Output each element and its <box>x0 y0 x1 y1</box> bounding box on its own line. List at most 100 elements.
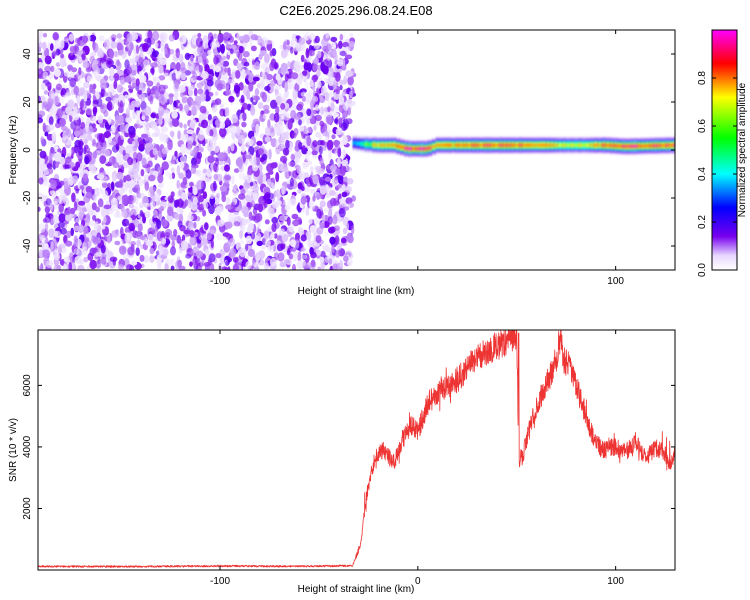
noise-blob <box>263 262 270 270</box>
noise-blob <box>149 247 154 255</box>
band-cell <box>534 144 539 147</box>
noise-blob <box>260 85 265 92</box>
noise-blob <box>279 261 287 268</box>
noise-blob <box>63 257 68 262</box>
noise-blob <box>232 263 240 270</box>
noise-blob <box>290 72 299 80</box>
noise-blob <box>237 216 241 223</box>
noise-blob <box>324 77 329 83</box>
noise-blob <box>343 255 349 262</box>
noise-blob <box>309 79 314 88</box>
noise-blob <box>129 58 137 65</box>
noise-blob <box>255 123 260 134</box>
noise-blob <box>274 85 282 90</box>
noise-blob <box>51 51 56 57</box>
noise-blob <box>184 134 191 143</box>
noise-blob <box>189 261 193 267</box>
noise-blob <box>228 238 236 247</box>
noise-blob <box>158 246 163 255</box>
noise-blob <box>193 87 198 97</box>
noise-blob <box>110 197 118 208</box>
noise-blob <box>221 194 226 203</box>
noise-blob <box>308 202 316 211</box>
noise-blob <box>290 247 297 252</box>
noise-blob <box>158 75 166 81</box>
noise-blob <box>224 197 231 204</box>
noise-blob <box>290 46 294 54</box>
noise-blob <box>76 95 80 105</box>
noise-blob <box>308 218 313 225</box>
noise-blob <box>342 41 350 48</box>
noise-blob <box>160 47 166 53</box>
noise-blob <box>317 167 325 174</box>
noise-blob <box>334 118 338 124</box>
noise-blob <box>233 220 241 227</box>
band-cell <box>570 144 575 147</box>
noise-blob <box>145 143 152 148</box>
noise-blob <box>100 244 106 254</box>
noise-blob <box>281 186 287 194</box>
noise-blob <box>181 96 188 104</box>
noise-blob <box>217 153 225 159</box>
noise-blob <box>230 48 234 54</box>
y-tick-label: 0 <box>22 147 33 153</box>
noise-blob <box>316 194 323 199</box>
noise-blob <box>209 193 215 199</box>
noise-blob <box>282 41 287 51</box>
noise-blob <box>270 138 278 148</box>
noise-blob <box>275 96 283 104</box>
noise-blob <box>331 134 336 140</box>
noise-blob <box>139 235 146 241</box>
noise-blob <box>319 256 325 263</box>
noise-blob <box>73 125 81 132</box>
noise-blob <box>187 61 195 72</box>
noise-blob <box>111 230 119 238</box>
noise-blob <box>146 87 151 97</box>
noise-blob <box>186 214 194 221</box>
noise-blob <box>287 198 291 209</box>
noise-blob <box>242 112 247 122</box>
noise-blob <box>63 71 70 77</box>
noise-blob <box>73 106 78 115</box>
noise-blob <box>348 41 355 48</box>
noise-blob <box>116 171 124 180</box>
noise-blob <box>298 125 305 132</box>
band-cell <box>566 144 571 147</box>
noise-blob <box>172 120 180 127</box>
noise-blob <box>169 130 175 137</box>
noise-blob <box>125 107 131 115</box>
noise-blob <box>98 133 105 144</box>
noise-blob <box>225 43 231 49</box>
noise-blob <box>300 234 307 242</box>
noise-blob <box>107 136 113 144</box>
noise-blob <box>223 32 231 40</box>
noise-blob <box>328 258 333 265</box>
noise-blob <box>243 212 249 218</box>
noise-blob <box>180 133 186 142</box>
noise-blob <box>323 59 329 66</box>
noise-blob <box>292 263 296 270</box>
noise-blob <box>305 230 312 241</box>
noise-blob <box>136 239 141 247</box>
noise-blob <box>48 228 55 239</box>
noise-blob <box>309 33 316 41</box>
noise-blob <box>64 209 71 216</box>
noise-blob <box>102 215 107 224</box>
noise-blob <box>154 42 159 48</box>
noise-blob <box>210 239 214 249</box>
noise-blob <box>246 174 253 183</box>
noise-blob <box>59 188 65 195</box>
noise-blob <box>317 50 322 59</box>
band-cell <box>665 144 670 147</box>
noise-blob <box>304 154 310 161</box>
noise-blob <box>39 235 46 242</box>
noise-blob <box>330 36 338 43</box>
noise-blob <box>87 252 94 261</box>
noise-blob <box>192 246 200 257</box>
noise-blob <box>291 132 297 139</box>
noise-blob <box>69 207 76 215</box>
noise-blob <box>53 200 58 210</box>
noise-blob <box>54 144 59 150</box>
noise-blob <box>86 202 92 212</box>
noise-blob <box>200 259 205 268</box>
